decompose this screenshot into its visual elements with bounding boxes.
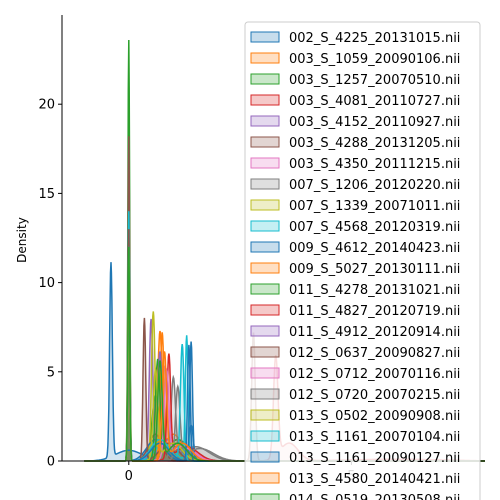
- legend: 002_S_4225_20131015.nii 003_S_1059_200901…: [245, 22, 480, 500]
- legend-label-9: 007_S_4568_20120319.nii: [289, 220, 460, 235]
- legend-label-7: 007_S_1206_20120220.nii: [289, 178, 460, 193]
- x-tick-label-0: 0: [125, 469, 133, 484]
- legend-swatch-18: [251, 410, 279, 420]
- legend-swatch-9: [251, 221, 279, 231]
- legend-label-22: 014_S_0519_20130508.nii: [289, 493, 460, 500]
- y-tick-label-4: 20: [38, 98, 55, 113]
- legend-label-14: 011_S_4912_20120914.nii: [289, 325, 460, 340]
- legend-label-13: 011_S_4827_20120719.nii: [289, 304, 460, 319]
- legend-label-21: 013_S_4580_20140421.nii: [289, 472, 460, 487]
- legend-label-17: 012_S_0720_20070215.nii: [289, 388, 460, 403]
- legend-swatch-19: [251, 431, 279, 441]
- legend-swatch-1: [251, 53, 279, 63]
- legend-swatch-14: [251, 326, 279, 336]
- y-axis-label: Density: [15, 217, 29, 263]
- legend-swatch-5: [251, 137, 279, 147]
- legend-swatch-13: [251, 305, 279, 315]
- y-tick-label-1: 5: [47, 365, 55, 380]
- legend-swatch-15: [251, 347, 279, 357]
- legend-swatch-11: [251, 263, 279, 273]
- legend-swatch-22: [251, 494, 279, 500]
- legend-swatch-4: [251, 116, 279, 126]
- legend-label-5: 003_S_4288_20131205.nii: [289, 136, 460, 151]
- legend-swatch-7: [251, 179, 279, 189]
- legend-label-16: 012_S_0712_20070116.nii: [289, 367, 460, 382]
- legend-label-12: 011_S_4278_20131021.nii: [289, 283, 460, 298]
- legend-swatch-21: [251, 473, 279, 483]
- legend-label-10: 009_S_4612_20140423.nii: [289, 241, 460, 256]
- legend-swatch-6: [251, 158, 279, 168]
- legend-label-20: 013_S_1161_20090127.nii: [289, 451, 460, 466]
- legend-label-18: 013_S_0502_20090908.nii: [289, 409, 460, 424]
- legend-label-6: 003_S_4350_20111215.nii: [289, 157, 460, 172]
- legend-swatch-16: [251, 368, 279, 378]
- legend-swatch-8: [251, 200, 279, 210]
- y-tick-label-3: 15: [38, 187, 55, 202]
- legend-swatch-12: [251, 284, 279, 294]
- legend-swatch-2: [251, 74, 279, 84]
- legend-label-3: 003_S_4081_20110727.nii: [289, 94, 460, 109]
- legend-swatch-3: [251, 95, 279, 105]
- legend-label-2: 003_S_1257_20070510.nii: [289, 73, 460, 88]
- legend-label-11: 009_S_5027_20130111.nii: [289, 262, 460, 277]
- y-tick-label-2: 10: [38, 276, 55, 291]
- legend-label-19: 013_S_1161_20070104.nii: [289, 430, 460, 445]
- legend-swatch-20: [251, 452, 279, 462]
- legend-label-0: 002_S_4225_20131015.nii: [289, 31, 460, 46]
- legend-label-8: 007_S_1339_20071011.nii: [289, 199, 460, 214]
- legend-swatch-10: [251, 242, 279, 252]
- y-tick-label-0: 0: [47, 455, 55, 470]
- legend-swatch-0: [251, 32, 279, 42]
- legend-label-4: 003_S_4152_20110927.nii: [289, 115, 460, 130]
- legend-label-15: 012_S_0637_20090827.nii: [289, 346, 460, 361]
- legend-label-1: 003_S_1059_20090106.nii: [289, 52, 460, 67]
- legend-swatch-17: [251, 389, 279, 399]
